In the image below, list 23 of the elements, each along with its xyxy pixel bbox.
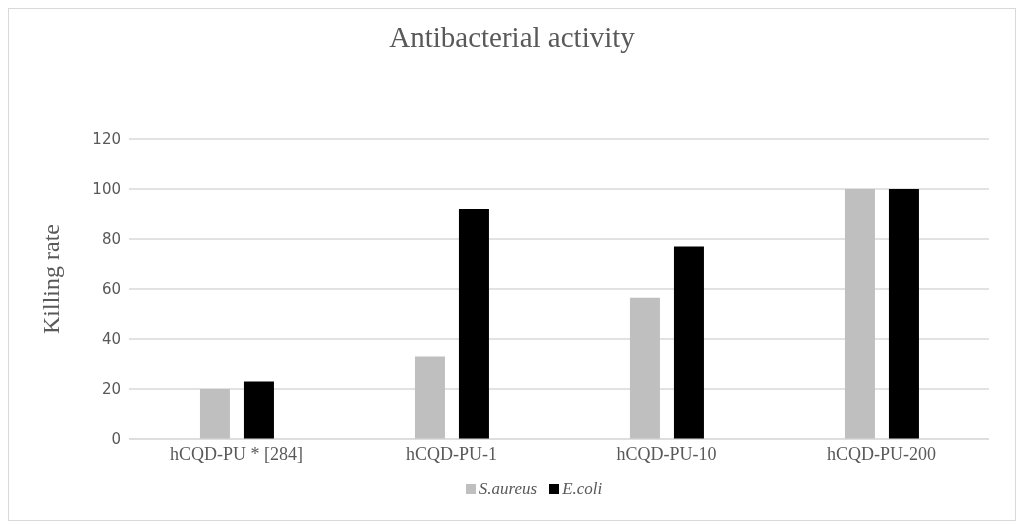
x-tick-label: hCQD-PU * [284] <box>170 443 303 464</box>
y-tick-label: 100 <box>92 180 121 199</box>
y-tick-label: 0 <box>111 430 121 449</box>
y-tick-label: 120 <box>92 130 121 149</box>
bar <box>673 246 704 439</box>
y-tick-label: 40 <box>101 330 121 349</box>
chart-title: Antibacterial activity <box>388 21 636 54</box>
x-tick-label: hCQD-PU-1 <box>405 443 498 464</box>
legend-label: E.coli <box>561 479 603 499</box>
y-tick-label: 80 <box>101 230 121 249</box>
bar <box>458 209 489 439</box>
y-tick-label: 20 <box>101 380 121 399</box>
x-tick-label: hCQD-PU-200 <box>826 443 937 464</box>
bar <box>199 389 230 439</box>
bar <box>844 189 875 439</box>
bar <box>414 356 445 439</box>
bar <box>243 381 274 439</box>
legend-label: S.aureus <box>477 479 538 499</box>
bar <box>888 189 919 439</box>
y-tick-label: 60 <box>101 280 121 299</box>
x-tick-label: hCQD-PU-10 <box>616 443 717 464</box>
y-axis-title: Killing rate <box>37 224 65 334</box>
bar <box>629 297 660 439</box>
